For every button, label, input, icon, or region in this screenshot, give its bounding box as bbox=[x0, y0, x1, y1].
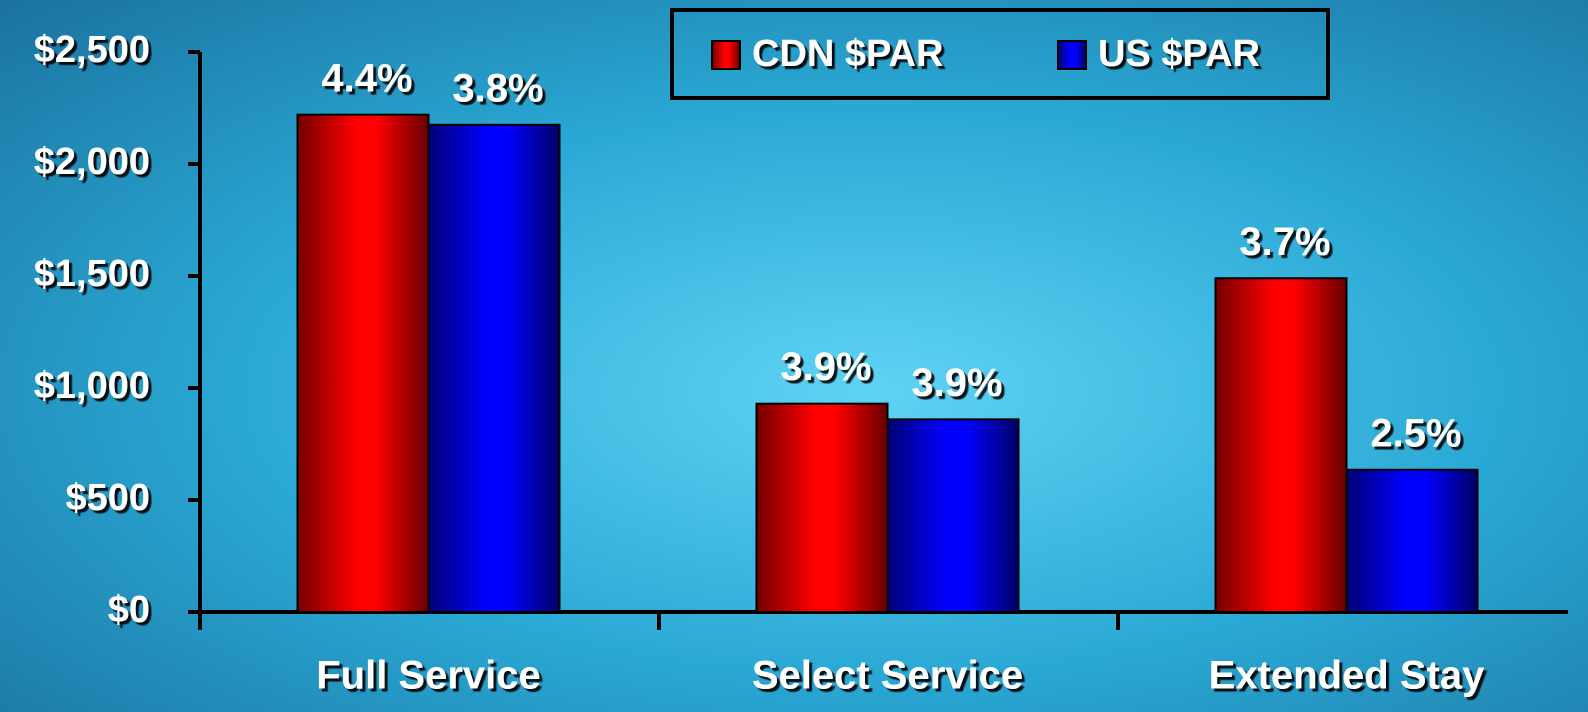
bar-annotation: 3.9% bbox=[911, 361, 1002, 405]
bar-annotation: 3.7% bbox=[1239, 220, 1330, 264]
y-tick-label: $0 bbox=[108, 589, 150, 631]
legend-swatch bbox=[1057, 40, 1087, 70]
bar-annotation: 4.4% bbox=[321, 56, 412, 100]
y-tick-label: $2,500 bbox=[34, 29, 150, 71]
bar bbox=[1214, 277, 1348, 613]
x-tick-label: Select Service bbox=[752, 654, 1023, 698]
bar-annotation: 3.9% bbox=[780, 345, 871, 389]
bar bbox=[755, 402, 889, 613]
bar-annotation: 2.5% bbox=[1370, 411, 1461, 455]
legend-label: CDN $PAR bbox=[752, 33, 943, 75]
bar bbox=[296, 113, 430, 613]
x-tick-label: Full Service bbox=[316, 654, 541, 698]
bar bbox=[427, 123, 561, 614]
x-tick-label: Extended Stay bbox=[1209, 654, 1485, 698]
y-tick-label: $500 bbox=[65, 477, 150, 519]
legend-swatch bbox=[711, 40, 741, 70]
y-tick-label: $2,000 bbox=[34, 141, 150, 183]
legend-label: US $PAR bbox=[1098, 33, 1260, 75]
bar bbox=[886, 418, 1020, 613]
y-tick-label: $1,000 bbox=[34, 365, 150, 407]
bar bbox=[1345, 468, 1479, 614]
bar-annotation: 3.8% bbox=[452, 66, 543, 110]
y-tick-label: $1,500 bbox=[34, 253, 150, 295]
legend-box bbox=[670, 8, 1330, 100]
